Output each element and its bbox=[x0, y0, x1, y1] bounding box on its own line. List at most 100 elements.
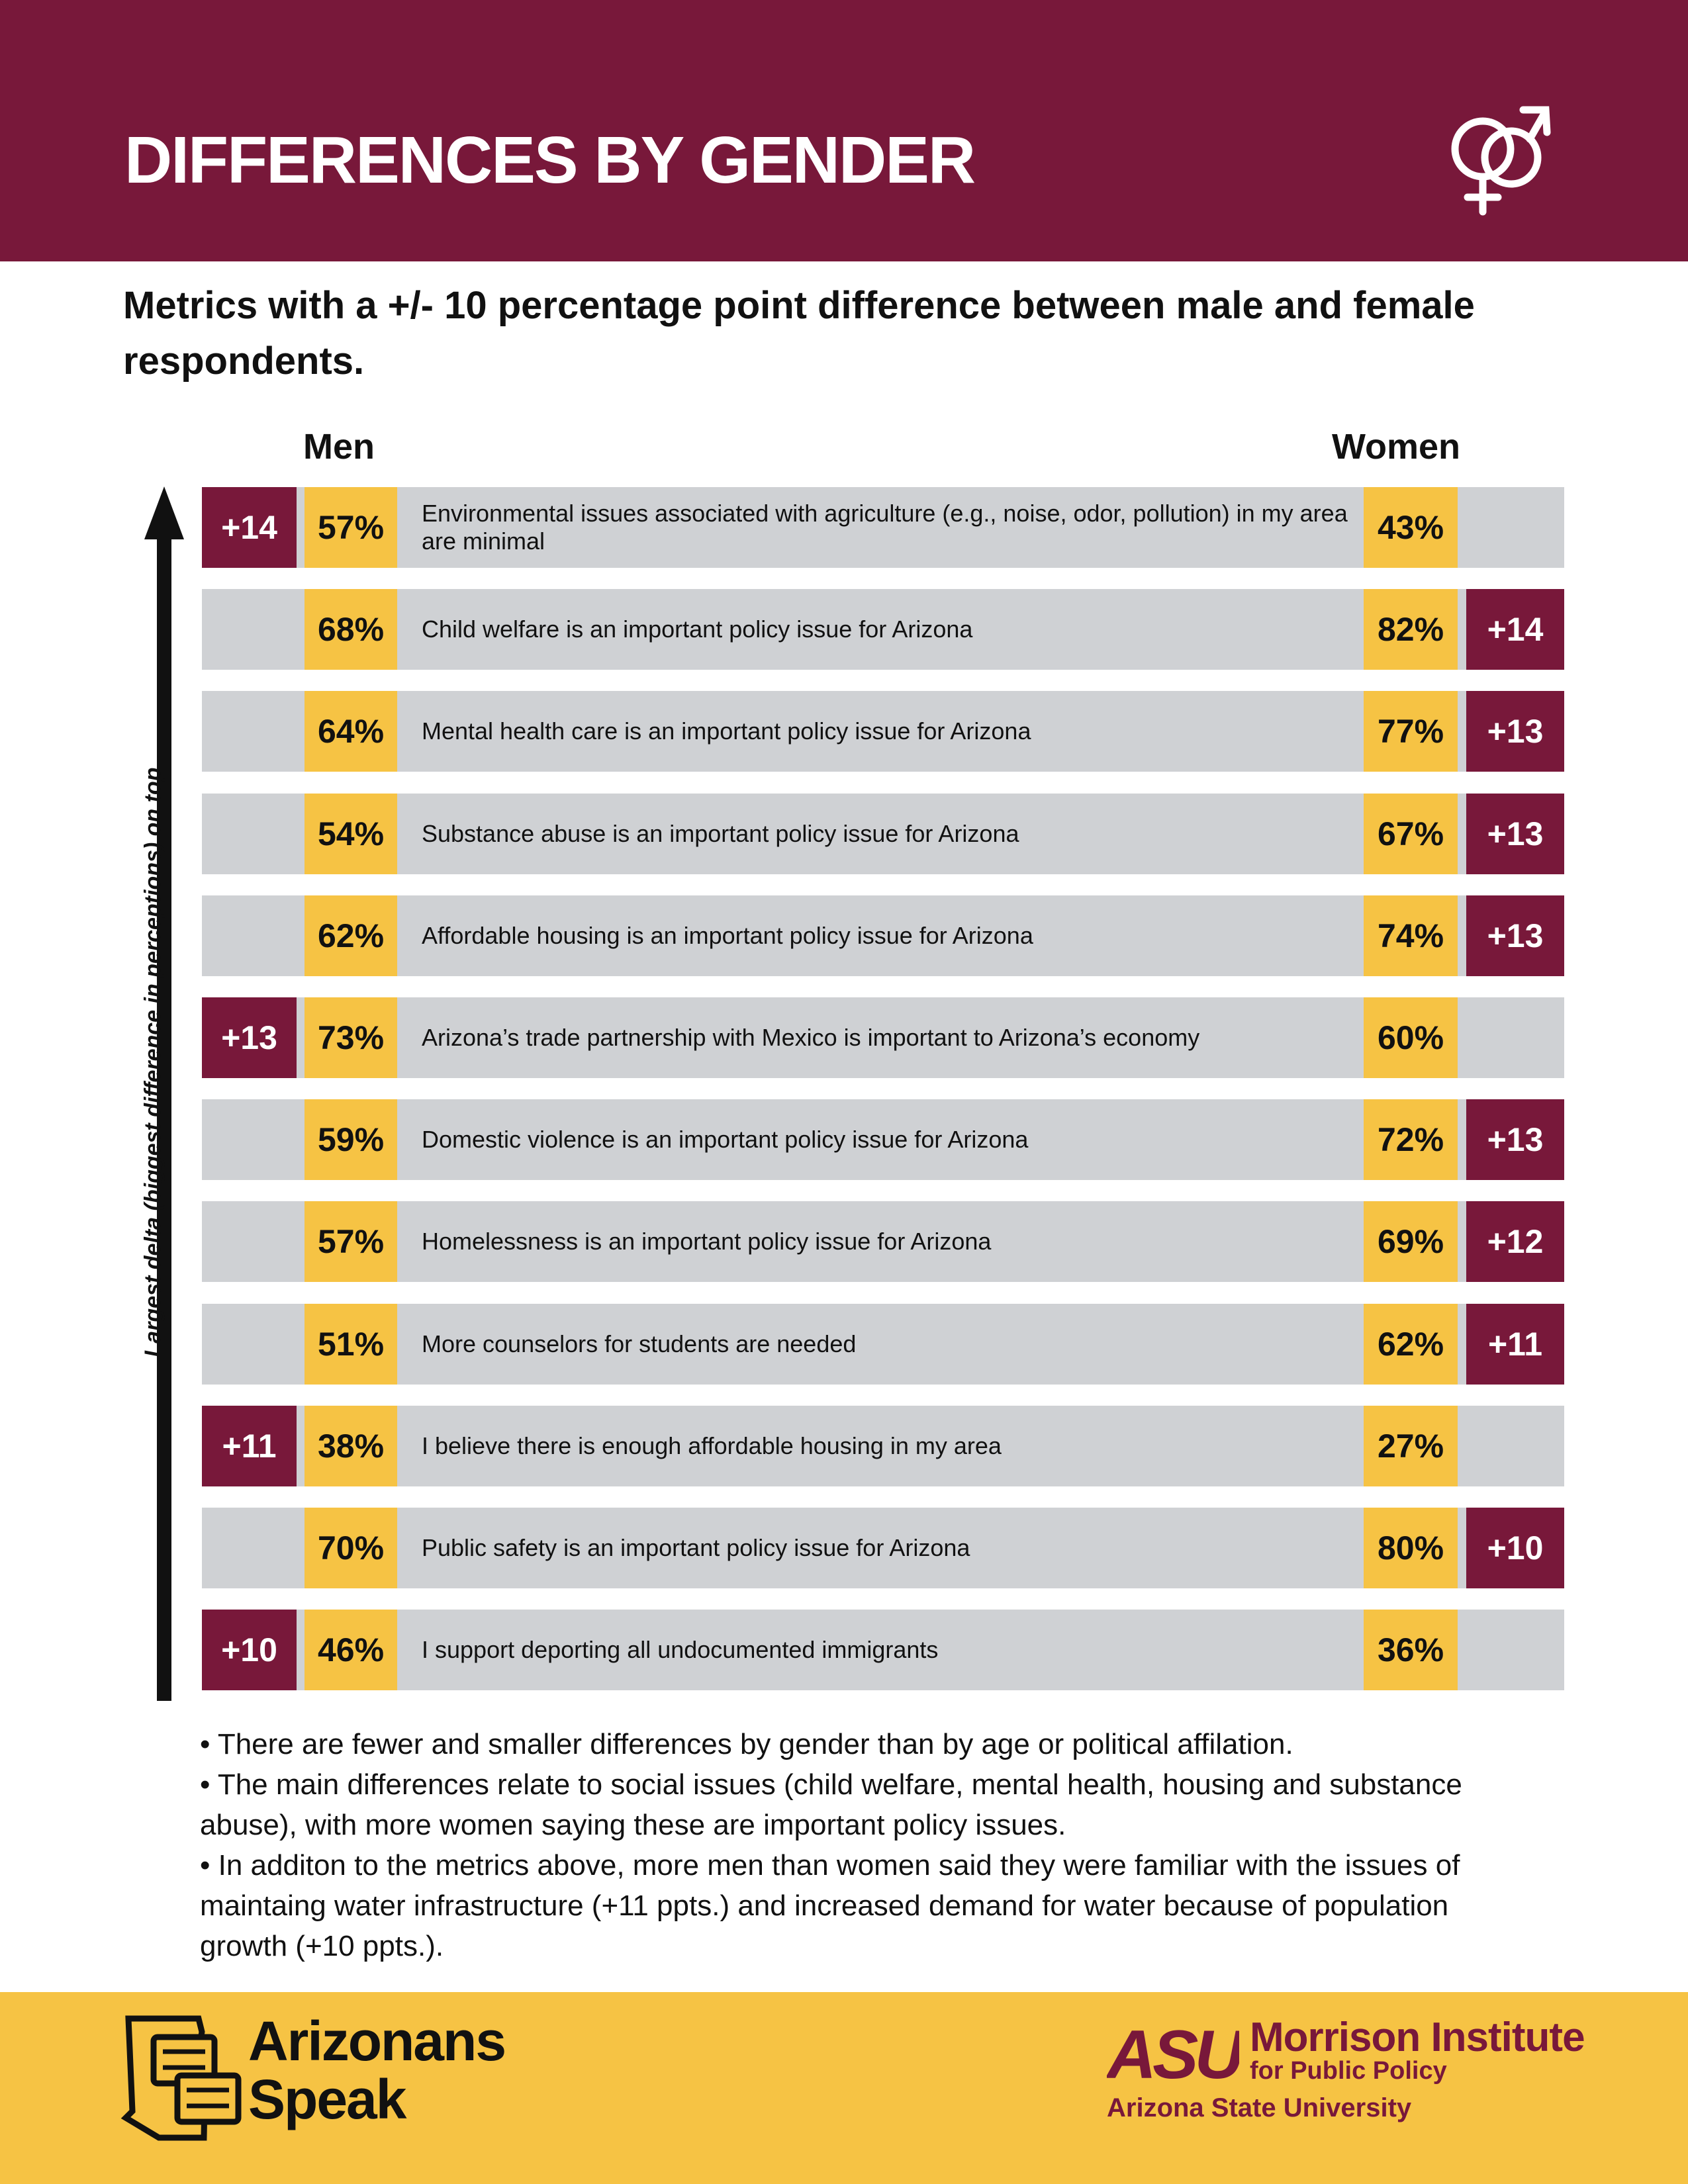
row-gray-band bbox=[297, 895, 1564, 976]
row-gray-band bbox=[297, 1099, 1564, 1180]
women-column-header: Women bbox=[1332, 427, 1461, 467]
svg-text:ASU: ASU bbox=[1107, 2020, 1239, 2086]
metric-label: Substance abuse is an important policy i… bbox=[422, 820, 1019, 847]
row-gray-left bbox=[202, 1099, 297, 1180]
women-delta-badge: +10 bbox=[1466, 1508, 1564, 1588]
footer bbox=[0, 1992, 1688, 2184]
women-delta-badge: +13 bbox=[1466, 895, 1564, 976]
note-item: • The main differences relate to social … bbox=[200, 1768, 1462, 1841]
row-gray-left bbox=[202, 1304, 297, 1385]
metric-label: Affordable housing is an important polic… bbox=[422, 922, 1033, 949]
men-delta-badge: +14 bbox=[202, 487, 297, 568]
row-gray-band bbox=[297, 487, 1564, 568]
axis-label: Largest delta (biggest difference in per… bbox=[140, 767, 165, 1357]
metric-label: Domestic violence is an important policy… bbox=[422, 1126, 1029, 1153]
axis-arrow-line bbox=[157, 529, 171, 1701]
metric-label: Public safety is an important policy iss… bbox=[422, 1534, 970, 1561]
women-delta-badge: +12 bbox=[1466, 1201, 1564, 1282]
women-delta-badge: +13 bbox=[1466, 1099, 1564, 1180]
metric-label: I believe there is enough affordable hou… bbox=[422, 1432, 1002, 1459]
metric-row: 59% Domestic violence is an important pol… bbox=[202, 1099, 1564, 1180]
metric-label: More counselors for students are needed bbox=[422, 1330, 857, 1357]
women-percent: 77% bbox=[1364, 691, 1458, 772]
men-percent: 54% bbox=[305, 794, 397, 874]
men-percent: 38% bbox=[305, 1406, 397, 1486]
row-gray-band bbox=[297, 794, 1564, 874]
row-gray-band bbox=[297, 1304, 1564, 1385]
row-gray-band bbox=[297, 691, 1564, 772]
row-gray-left bbox=[202, 1201, 297, 1282]
men-delta-badge: +13 bbox=[202, 997, 297, 1078]
notes: • There are fewer and smaller difference… bbox=[200, 1724, 1537, 1966]
metric-label: Mental health care is an important polic… bbox=[422, 717, 1031, 745]
metric-row: 57% Environmental issues associated with … bbox=[202, 487, 1564, 568]
men-percent: 57% bbox=[305, 1201, 397, 1282]
note-item: • In additon to the metrics above, more … bbox=[200, 1849, 1460, 1962]
women-percent: 74% bbox=[1364, 895, 1458, 976]
row-gray-band bbox=[297, 1610, 1564, 1690]
metric-label: Child welfare is an important policy iss… bbox=[422, 615, 973, 643]
men-delta-badge: +10 bbox=[202, 1610, 297, 1690]
women-percent: 62% bbox=[1364, 1304, 1458, 1385]
note-item: • There are fewer and smaller difference… bbox=[200, 1728, 1293, 1760]
men-percent: 46% bbox=[305, 1610, 397, 1690]
women-percent: 82% bbox=[1364, 589, 1458, 670]
women-percent: 60% bbox=[1364, 997, 1458, 1078]
women-delta-badge: +11 bbox=[1466, 1304, 1564, 1385]
men-percent: 73% bbox=[305, 997, 397, 1078]
women-delta-badge: +14 bbox=[1466, 589, 1564, 670]
men-percent: 70% bbox=[305, 1508, 397, 1588]
men-delta-badge: +11 bbox=[202, 1406, 297, 1486]
university-name: Arizona State University bbox=[1107, 2093, 1412, 2122]
metric-label: I support deporting all undocumented imm… bbox=[422, 1636, 939, 1663]
women-delta-badge: +13 bbox=[1466, 691, 1564, 772]
men-percent: 68% bbox=[305, 589, 397, 670]
subtitle: Metrics with a +/- 10 percentage point d… bbox=[123, 284, 1475, 383]
metric-row: 73% Arizona’s trade partnership with Mexi… bbox=[202, 997, 1564, 1078]
logo-line: Speak bbox=[248, 2068, 407, 2130]
row-gray-band bbox=[297, 997, 1564, 1078]
men-percent: 57% bbox=[305, 487, 397, 568]
row-gray-left bbox=[202, 1508, 297, 1588]
header-banner bbox=[0, 0, 1688, 261]
metric-row: 46% I support deporting all undocumented … bbox=[202, 1610, 1564, 1690]
women-percent: 36% bbox=[1364, 1610, 1458, 1690]
men-percent: 51% bbox=[305, 1304, 397, 1385]
row-gray-band bbox=[297, 589, 1564, 670]
morrison-institute-name: Morrison Institute bbox=[1250, 2015, 1585, 2060]
men-percent: 59% bbox=[305, 1099, 397, 1180]
metric-label: Homelessness is an important policy issu… bbox=[422, 1228, 992, 1255]
metric-row: 64% Mental health care is an important po… bbox=[202, 691, 1564, 772]
row-gray-band bbox=[297, 1201, 1564, 1282]
row-gray-band bbox=[297, 1508, 1564, 1588]
gender-symbol-icon bbox=[1451, 106, 1551, 216]
metric-row: 62% Affordable housing is an important po… bbox=[202, 895, 1564, 976]
metric-row: 54% Substance abuse is an important polic… bbox=[202, 794, 1564, 874]
page-title: DIFFERENCES BY GENDER bbox=[124, 123, 976, 197]
men-percent: 64% bbox=[305, 691, 397, 772]
men-percent: 62% bbox=[305, 895, 397, 976]
women-percent: 80% bbox=[1364, 1508, 1458, 1588]
women-percent: 69% bbox=[1364, 1201, 1458, 1282]
metric-row: 68% Child welfare is an important policy … bbox=[202, 589, 1564, 670]
women-percent: 43% bbox=[1364, 487, 1458, 568]
women-percent: 67% bbox=[1364, 794, 1458, 874]
arizonans-speak-logo-icon bbox=[120, 2015, 242, 2141]
row-gray-left bbox=[202, 589, 297, 670]
row-gray-band bbox=[297, 1406, 1564, 1486]
metric-row: 70% Public safety is an important policy … bbox=[202, 1508, 1564, 1588]
row-gray-left bbox=[202, 794, 297, 874]
metric-row: 51% More counselors for students are need… bbox=[202, 1304, 1564, 1385]
women-percent: 72% bbox=[1364, 1099, 1458, 1180]
row-gray-left bbox=[202, 691, 297, 772]
metric-row: 38% I believe there is enough affordable … bbox=[202, 1406, 1564, 1486]
arizonans-speak-logo-text: Arizonans Speak bbox=[248, 2010, 506, 2130]
logo-line: Arizonans bbox=[248, 2010, 506, 2072]
metric-label: Arizona’s trade partnership with Mexico … bbox=[422, 1024, 1200, 1051]
asu-logo-icon: ASU bbox=[1107, 2020, 1239, 2086]
women-percent: 27% bbox=[1364, 1406, 1458, 1486]
morrison-institute-subtitle: for Public Policy bbox=[1250, 2057, 1447, 2085]
women-delta-badge: +13 bbox=[1466, 794, 1564, 874]
metric-row: 57% Homelessness is an important policy i… bbox=[202, 1201, 1564, 1282]
metric-label: Environmental issues associated with agr… bbox=[422, 500, 1348, 555]
